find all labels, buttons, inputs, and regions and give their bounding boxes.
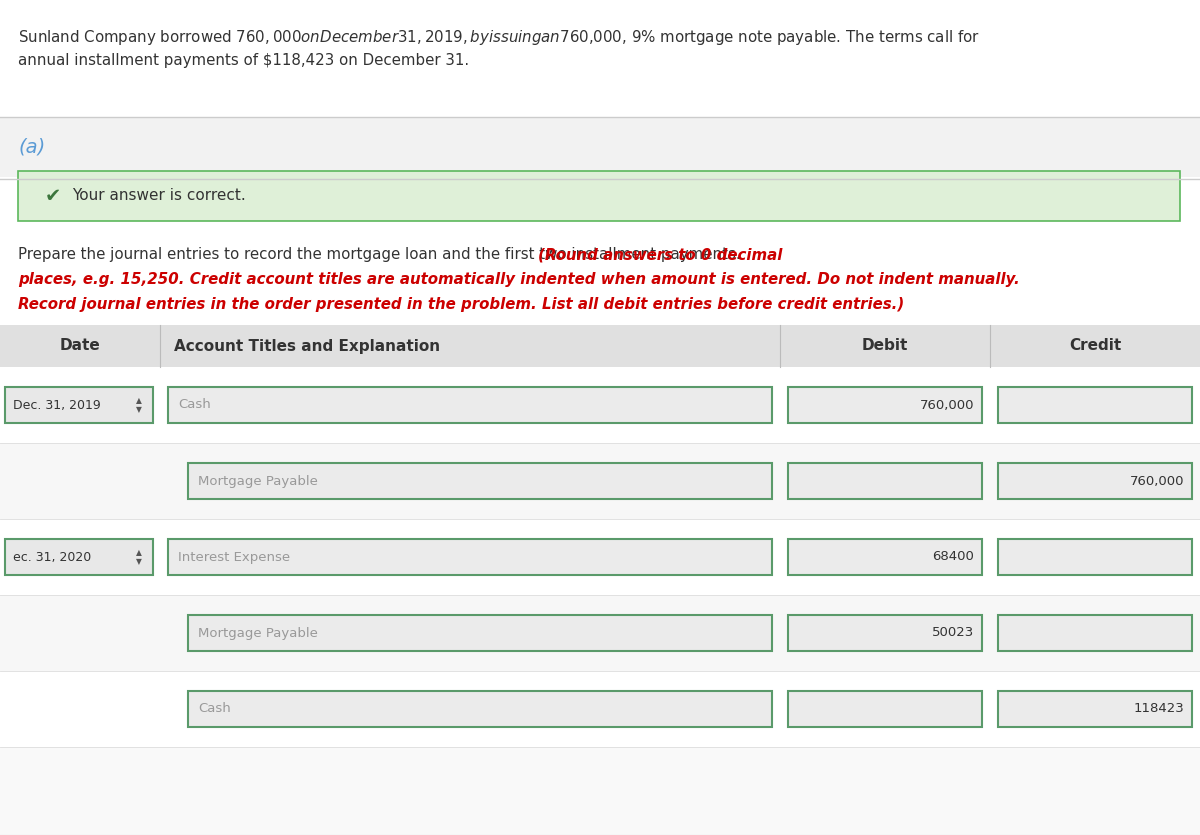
FancyBboxPatch shape — [0, 325, 1200, 367]
FancyBboxPatch shape — [5, 387, 154, 423]
Text: annual installment payments of $118,423 on December 31.: annual installment payments of $118,423 … — [18, 53, 469, 68]
FancyBboxPatch shape — [998, 463, 1192, 499]
Text: 760,000: 760,000 — [1129, 474, 1184, 488]
Text: Date: Date — [60, 338, 101, 353]
FancyBboxPatch shape — [5, 539, 154, 575]
FancyBboxPatch shape — [0, 177, 1200, 455]
FancyBboxPatch shape — [998, 615, 1192, 651]
FancyBboxPatch shape — [0, 367, 1200, 443]
Text: Your answer is correct.: Your answer is correct. — [72, 189, 246, 204]
Text: (a): (a) — [18, 138, 46, 156]
FancyBboxPatch shape — [788, 539, 982, 575]
Text: Account Titles and Explanation: Account Titles and Explanation — [174, 338, 440, 353]
Text: (Round answers to 0 decimal: (Round answers to 0 decimal — [538, 247, 782, 262]
Text: Mortgage Payable: Mortgage Payable — [198, 474, 318, 488]
FancyBboxPatch shape — [18, 171, 1180, 221]
Text: 68400: 68400 — [932, 550, 974, 564]
Text: Cash: Cash — [198, 702, 230, 716]
FancyBboxPatch shape — [0, 325, 1200, 835]
FancyBboxPatch shape — [0, 519, 1200, 595]
FancyBboxPatch shape — [788, 463, 982, 499]
FancyBboxPatch shape — [788, 691, 982, 727]
Text: Prepare the journal entries to record the mortgage loan and the first two instal: Prepare the journal entries to record th… — [18, 247, 745, 262]
Text: 760,000: 760,000 — [919, 398, 974, 412]
FancyBboxPatch shape — [998, 691, 1192, 727]
Text: 118423: 118423 — [1133, 702, 1184, 716]
Text: places, e.g. 15,250. Credit account titles are automatically indented when amoun: places, e.g. 15,250. Credit account titl… — [18, 272, 1020, 287]
FancyBboxPatch shape — [168, 387, 772, 423]
FancyBboxPatch shape — [998, 387, 1192, 423]
FancyBboxPatch shape — [0, 0, 1200, 115]
Text: Cash: Cash — [178, 398, 211, 412]
FancyBboxPatch shape — [188, 615, 772, 651]
Text: 50023: 50023 — [931, 626, 974, 640]
Text: Mortgage Payable: Mortgage Payable — [198, 626, 318, 640]
FancyBboxPatch shape — [788, 615, 982, 651]
Text: ▲
▼: ▲ ▼ — [136, 397, 142, 413]
FancyBboxPatch shape — [188, 463, 772, 499]
Text: Interest Expense: Interest Expense — [178, 550, 290, 564]
Text: Credit: Credit — [1069, 338, 1121, 353]
FancyBboxPatch shape — [998, 539, 1192, 575]
Text: Sunland Company borrowed $760,000 on December 31, 2019, by issuing an $760,000, : Sunland Company borrowed $760,000 on Dec… — [18, 28, 980, 47]
FancyBboxPatch shape — [0, 443, 1200, 519]
FancyBboxPatch shape — [168, 539, 772, 575]
FancyBboxPatch shape — [788, 387, 982, 423]
Text: ✔: ✔ — [46, 186, 61, 205]
FancyBboxPatch shape — [188, 691, 772, 727]
Text: ▲
▼: ▲ ▼ — [136, 549, 142, 565]
FancyBboxPatch shape — [0, 117, 1200, 177]
FancyBboxPatch shape — [0, 671, 1200, 747]
FancyBboxPatch shape — [0, 595, 1200, 671]
Text: Record journal entries in the order presented in the problem. List all debit ent: Record journal entries in the order pres… — [18, 297, 905, 312]
Text: Dec. 31, 2019: Dec. 31, 2019 — [13, 398, 101, 412]
Text: ec. 31, 2020: ec. 31, 2020 — [13, 550, 91, 564]
Text: Debit: Debit — [862, 338, 908, 353]
